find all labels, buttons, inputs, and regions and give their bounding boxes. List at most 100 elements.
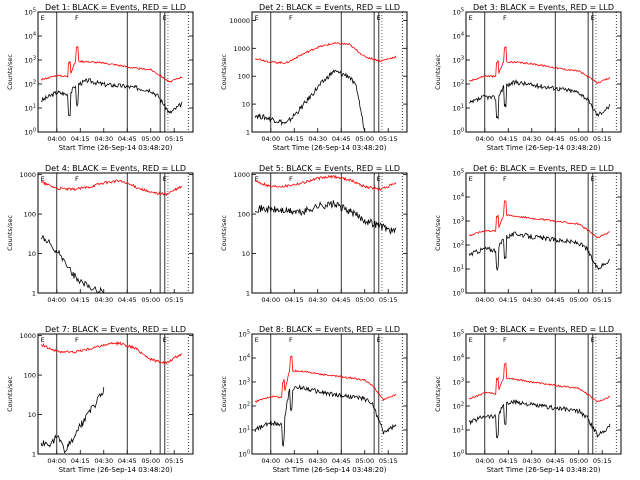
series-events-line xyxy=(40,235,104,293)
panel-title: Det 4: BLACK = Events, RED = LLD xyxy=(45,164,186,173)
x-tick-label: 04:15 xyxy=(71,457,90,465)
plot-frame xyxy=(465,172,622,294)
x-tick-label: 04:45 xyxy=(546,296,565,304)
x-axis-label: Start Time (26-Sep-14 03:48:20) xyxy=(273,144,387,152)
x-tick-label: 05:00 xyxy=(569,296,588,304)
x-tick-label: 04:15 xyxy=(499,457,518,465)
series-lld-line xyxy=(40,340,183,365)
y-tick-label: 104 xyxy=(453,32,464,41)
x-tick-label: 04:00 xyxy=(47,135,66,143)
x-tick-label: 04:00 xyxy=(475,135,494,143)
marker-label: E xyxy=(255,175,259,183)
x-tick-label: 05:00 xyxy=(355,457,374,465)
y-tick-label-exp: 1 xyxy=(461,426,464,432)
y-axis-label: Counts/sec xyxy=(220,54,228,90)
y-tick-label: 102 xyxy=(25,80,36,89)
x-tick-label: 05:00 xyxy=(141,135,160,143)
x-tick-label: 04:15 xyxy=(71,135,90,143)
x-tick-label: 04:30 xyxy=(94,135,113,143)
y-tick-label: 103 xyxy=(25,56,36,65)
series-lld-line xyxy=(468,45,611,84)
y-tick-label: 104 xyxy=(239,354,250,363)
y-tick-label-exp: 0 xyxy=(461,289,464,295)
y-axis-label: Counts/sec xyxy=(434,376,442,412)
panel-det-7: Det 7: BLACK = Events, RED = LLD 1 10 100 10… xyxy=(6,325,194,474)
y-tick-label: 10 xyxy=(28,411,36,419)
marker-label: F xyxy=(75,175,79,183)
x-tick-label: 05:15 xyxy=(165,135,184,143)
marker-label: F xyxy=(289,14,293,22)
y-tick-label-exp: 5 xyxy=(461,169,464,175)
x-tick-label: 04:45 xyxy=(118,457,137,465)
y-tick-label: 102 xyxy=(239,402,250,411)
x-tick-label: 04:30 xyxy=(522,296,541,304)
x-tick-label: 04:15 xyxy=(499,135,518,143)
y-tick-label: 1000 xyxy=(233,45,250,53)
marker-label: E xyxy=(377,14,381,22)
series-events-line xyxy=(468,399,611,439)
y-tick-label: 10 xyxy=(242,101,250,109)
series-lld-line xyxy=(254,355,397,403)
y-tick-label: 100 xyxy=(453,289,464,298)
x-tick-label: 04:00 xyxy=(261,296,280,304)
y-tick-label-exp: 2 xyxy=(461,80,464,86)
marker-label: E xyxy=(469,336,473,344)
y-tick-label-exp: 2 xyxy=(247,402,250,408)
marker-label: F xyxy=(289,175,293,183)
y-tick-label-exp: 4 xyxy=(461,32,464,38)
marker-label: E xyxy=(377,175,381,183)
plot-frame xyxy=(251,333,408,455)
y-tick-label: 105 xyxy=(453,330,464,339)
x-tick-label: 05:00 xyxy=(569,457,588,465)
y-tick-label-exp: 5 xyxy=(461,330,464,336)
y-tick-label-exp: 4 xyxy=(247,354,250,360)
series-events-line xyxy=(40,387,105,454)
y-tick-label: 101 xyxy=(453,104,464,113)
x-tick-label: 04:45 xyxy=(546,457,565,465)
x-tick-label: 04:15 xyxy=(71,296,90,304)
y-tick-label-exp: 3 xyxy=(461,217,464,223)
series-events-line xyxy=(255,200,397,235)
panel-det-6: Det 6: BLACK = Events, RED = LLD10010110… xyxy=(434,164,622,304)
y-tick-label-exp: 5 xyxy=(247,330,250,336)
series-lld-line xyxy=(468,200,611,239)
plot-frame xyxy=(465,333,622,455)
x-axis-label: Start Time (26-Sep-14 03:48:20) xyxy=(273,466,387,474)
y-tick-label-exp: 2 xyxy=(33,80,36,86)
plot-frame xyxy=(251,172,408,294)
marker-label: E xyxy=(41,336,45,344)
y-tick-label: 101 xyxy=(453,265,464,274)
plot-frame xyxy=(37,172,194,294)
y-tick-label: 100 xyxy=(24,372,36,380)
marker-label: E xyxy=(163,336,167,344)
x-tick-label: 05:15 xyxy=(593,457,612,465)
y-tick-label: 10 xyxy=(242,250,250,258)
y-tick-label-exp: 4 xyxy=(461,354,464,360)
y-tick-label: 104 xyxy=(453,354,464,363)
x-tick-label: 04:30 xyxy=(308,135,327,143)
panel-det-2: Det 2: BLACK = Events, RED = LLD 1 10 100 10… xyxy=(220,3,408,152)
panel-title: Det 8: BLACK = Events, RED = LLD xyxy=(259,325,400,334)
marker-label: F xyxy=(503,175,507,183)
y-tick-label-exp: 0 xyxy=(247,450,250,456)
x-tick-label: 05:00 xyxy=(141,296,160,304)
x-tick-label: 04:00 xyxy=(475,457,494,465)
plot-frame xyxy=(465,11,622,133)
y-tick-label: 1 xyxy=(32,290,36,298)
y-axis-label: Counts/sec xyxy=(6,54,14,90)
plot-frame xyxy=(37,333,194,455)
marker-label: E xyxy=(591,175,595,183)
y-tick-label: 100 xyxy=(24,211,36,219)
x-tick-label: 04:30 xyxy=(308,457,327,465)
marker-label: E xyxy=(591,336,595,344)
marker-label: E xyxy=(163,14,167,22)
panel-title: Det 2: BLACK = Events, RED = LLD xyxy=(259,3,400,12)
x-tick-label: 05:15 xyxy=(379,135,398,143)
marker-label: E xyxy=(255,14,259,22)
marker-label: F xyxy=(289,336,293,344)
panel-det-8: Det 8: BLACK = Events, RED = LLD10010110… xyxy=(220,325,408,474)
y-axis-label: Counts/sec xyxy=(6,376,14,412)
y-tick-label-exp: 0 xyxy=(461,128,464,134)
panel-title: Det 6: BLACK = Events, RED = LLD xyxy=(473,164,614,173)
